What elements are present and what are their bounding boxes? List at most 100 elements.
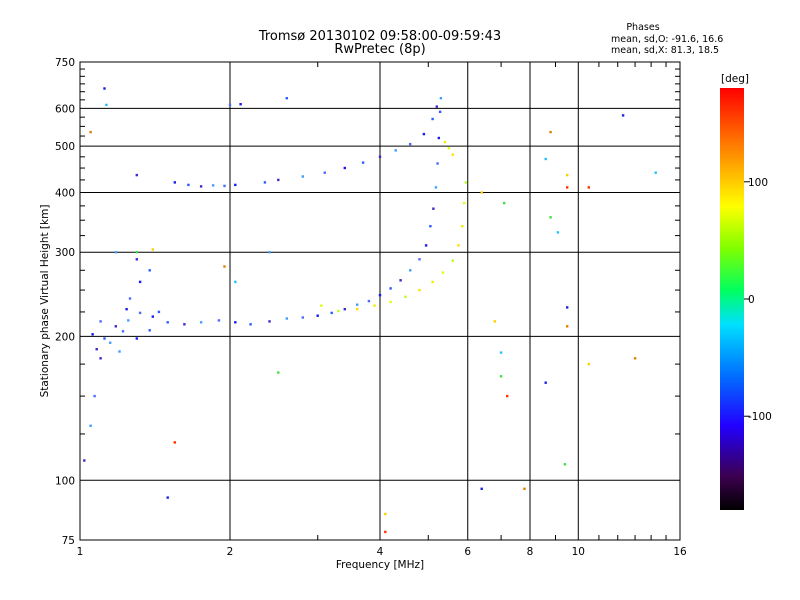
data-point xyxy=(277,178,280,182)
stats-o-mode: mean, sd,O: -91.6, 16.6 xyxy=(611,34,723,45)
data-point xyxy=(464,181,468,184)
data-point xyxy=(439,97,443,100)
data-point xyxy=(239,103,242,106)
data-point xyxy=(151,315,154,318)
data-point xyxy=(91,333,94,336)
data-point xyxy=(432,207,435,210)
data-point xyxy=(436,162,439,165)
data-point xyxy=(228,103,232,107)
data-point xyxy=(118,350,121,353)
data-point xyxy=(187,183,190,187)
data-point xyxy=(217,319,221,322)
data-point xyxy=(438,110,442,113)
data-point xyxy=(83,459,86,462)
x-tick-label: 4 xyxy=(377,546,384,558)
data-point xyxy=(330,311,333,315)
data-point xyxy=(166,496,169,499)
y-tick-label: 100 xyxy=(55,475,75,487)
data-point xyxy=(418,258,421,261)
data-point xyxy=(447,147,451,150)
data-point xyxy=(493,320,496,323)
data-point xyxy=(285,317,288,320)
data-point xyxy=(138,311,142,315)
stats-x-mode: mean, sd,X: 81.3, 18.5 xyxy=(611,45,719,56)
data-point xyxy=(301,175,304,178)
data-point xyxy=(544,381,547,384)
chart-subtitle: RwPretec (8p) xyxy=(334,42,425,57)
y-tick-label: 500 xyxy=(55,141,75,153)
data-point xyxy=(389,287,392,290)
data-point xyxy=(301,316,304,319)
data-point xyxy=(480,487,483,490)
data-point xyxy=(437,136,440,140)
data-point xyxy=(95,348,98,351)
data-point xyxy=(506,394,509,398)
data-point xyxy=(434,186,438,189)
data-point xyxy=(323,171,326,174)
x-axis-ticks: 1 2 4 6 8 10 16 xyxy=(77,62,687,558)
data-point xyxy=(249,323,252,326)
data-point xyxy=(654,171,657,174)
data-point xyxy=(457,244,460,247)
data-point xyxy=(378,293,382,297)
data-point xyxy=(114,325,117,328)
data-point xyxy=(316,314,319,317)
data-point xyxy=(103,87,106,90)
data-point xyxy=(566,173,569,177)
data-point xyxy=(424,244,428,247)
data-point xyxy=(109,341,112,344)
data-point xyxy=(89,130,92,134)
data-point xyxy=(399,279,402,282)
data-point xyxy=(199,321,203,324)
data-point xyxy=(461,225,464,228)
data-point xyxy=(234,183,237,187)
x-tick-label: 6 xyxy=(464,546,471,558)
data-point xyxy=(234,280,237,284)
x-axis-label: Frequency [MHz] xyxy=(336,559,424,571)
data-point xyxy=(549,130,552,134)
x-tick-label: 16 xyxy=(673,546,687,558)
data-point xyxy=(462,201,466,205)
data-point xyxy=(404,295,407,298)
colorbar-ticks: 100 0 -100 xyxy=(744,177,772,423)
data-point xyxy=(173,441,176,444)
y-tick-label: 400 xyxy=(55,187,75,199)
data-point xyxy=(151,248,154,251)
x-tick-label: 8 xyxy=(527,546,534,558)
data-point xyxy=(234,321,237,324)
data-point xyxy=(223,184,226,188)
data-point xyxy=(157,310,161,314)
y-axis-label: Stationary phase Virtual Height [km] xyxy=(39,205,51,398)
data-point xyxy=(563,463,567,466)
data-point xyxy=(443,140,447,144)
data-point xyxy=(138,280,142,284)
data-point xyxy=(409,269,412,272)
data-point xyxy=(199,185,203,188)
data-point xyxy=(451,259,454,262)
data-point xyxy=(499,375,503,378)
data-point xyxy=(277,371,280,374)
x-tick-label: 1 xyxy=(77,546,84,558)
data-point xyxy=(148,269,151,272)
data-point xyxy=(121,330,125,333)
data-point xyxy=(93,394,96,398)
data-point xyxy=(384,530,387,534)
data-point xyxy=(268,320,271,323)
data-point xyxy=(125,308,128,311)
data-point xyxy=(389,300,392,304)
colorbar-label: [deg] xyxy=(721,73,749,85)
data-point xyxy=(105,103,108,107)
data-point xyxy=(409,142,412,146)
data-point xyxy=(361,161,365,164)
chart-title: Tromsø 20130102 09:58:00-09:59:43 xyxy=(258,29,501,44)
y-axis-ticks: 75 100 200 300 400 500 600 750 xyxy=(55,57,680,547)
data-point xyxy=(566,325,569,328)
data-point xyxy=(378,155,382,158)
data-point xyxy=(587,362,590,366)
data-point xyxy=(418,288,421,292)
data-point xyxy=(356,308,359,311)
data-point xyxy=(621,114,625,117)
data-point xyxy=(523,487,526,490)
data-point xyxy=(99,320,102,323)
